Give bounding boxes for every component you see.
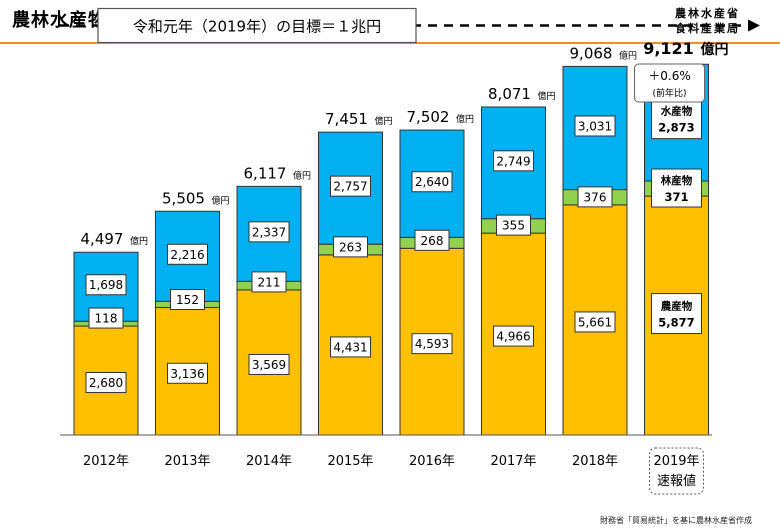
total-unit-5: 億円	[538, 90, 556, 102]
label-agri-4-box	[411, 333, 453, 355]
label-forest-2-box	[251, 271, 287, 293]
label-forest-6: 376	[584, 190, 607, 204]
total-label-2: 6,117	[244, 164, 287, 182]
label-agri-4: 4,593	[415, 337, 449, 351]
label-fish-2019-box	[651, 98, 702, 140]
label-agri-6-box	[574, 311, 616, 333]
target-label: 令和元年（2019年）の目標＝１兆円	[133, 18, 381, 36]
label-agri-0-box	[85, 372, 127, 394]
label-agri-3-box	[330, 336, 371, 358]
label-forest-6-box	[577, 186, 613, 208]
total-unit-4: 億円	[456, 113, 474, 125]
label-fish-0-box	[85, 274, 127, 296]
label-forest-2: 211	[258, 275, 281, 289]
x-tick-label-1: 2013年	[164, 454, 210, 469]
x-tick-label-4: 2016年	[409, 454, 455, 469]
ministry-line-1: 農林水産省	[675, 7, 740, 20]
label-agri-6: 5,661	[578, 315, 612, 329]
x-tick-label-2: 2014年	[246, 454, 292, 469]
target-arrowhead	[748, 19, 760, 32]
series-name-forest: 林産物	[661, 174, 693, 187]
total-unit-0: 億円	[130, 235, 148, 247]
x-tick-label-5: 2017年	[490, 454, 536, 469]
label-forest-7: 371	[664, 190, 688, 204]
x-tick-label-0: 2012年	[83, 454, 129, 469]
label-forest-5-box	[496, 214, 531, 236]
series-name-fish: 水産物	[660, 105, 693, 118]
x-tick-sublabel: 速報値	[657, 473, 696, 489]
label-agri-7: 5,877	[658, 316, 694, 330]
label-forest-5: 355	[502, 219, 525, 233]
label-agri-3: 4,431	[333, 340, 367, 354]
label-fish-3: 2,757	[333, 180, 367, 194]
label-forest-0-box	[88, 307, 124, 329]
target-label-box	[97, 7, 417, 44]
label-agri-2019-box	[651, 293, 702, 335]
label-forest-1: 152	[176, 293, 199, 307]
total-label-1: 5,505	[162, 189, 205, 207]
label-fish-5-box	[493, 150, 534, 172]
label-forest-3-box	[333, 236, 368, 258]
label-fish-4: 2,640	[415, 175, 449, 189]
label-fish-2: 2,337	[252, 225, 286, 239]
series-name-agri: 農産物	[661, 300, 693, 313]
total-unit-1: 億円	[212, 194, 230, 206]
label-fish-1: 2,216	[170, 248, 204, 262]
growth-annotation-box	[634, 63, 705, 103]
x-tick-label-7: 2019年	[653, 454, 699, 469]
label-fish-3-box	[330, 175, 371, 197]
label-fish-6: 3,031	[578, 119, 612, 133]
total-unit-6: 億円	[619, 49, 637, 61]
label-forest-4: 268	[421, 234, 444, 248]
total-unit-2: 億円	[293, 169, 311, 181]
total-unit-3: 億円	[375, 115, 393, 127]
label-agri-5-box	[493, 325, 534, 347]
label-fish-0: 1,698	[89, 278, 123, 292]
label-agri-0: 2,680	[89, 376, 123, 390]
label-forest-0: 118	[95, 312, 118, 326]
label-forest-1-box	[170, 289, 205, 311]
total-unit-7: 億円	[701, 41, 729, 58]
label-fish-2-box	[248, 221, 290, 243]
x-tick-label-3: 2015年	[327, 454, 373, 469]
label-agri-1: 3,136	[170, 367, 204, 381]
label-agri-2: 3,569	[252, 358, 286, 372]
label-forest-2019-box	[651, 168, 702, 208]
label-forest-3: 263	[339, 240, 362, 254]
total-label-5: 8,071	[488, 85, 531, 103]
x-tick-2019-box	[649, 447, 704, 495]
total-label-6: 9,068	[570, 44, 613, 62]
total-label-0: 4,497	[81, 230, 124, 248]
total-label-3: 7,451	[325, 110, 368, 128]
label-agri-5: 4,966	[496, 330, 530, 344]
growth-annotation-note: (前年比)	[652, 87, 686, 99]
label-agri-1-box	[167, 362, 208, 384]
growth-annotation-value: ＋0.6%	[648, 69, 691, 83]
total-label-7: 9,121	[643, 39, 694, 58]
label-agri-2-box	[248, 353, 290, 375]
label-fish-5: 2,749	[496, 154, 530, 168]
label-forest-4-box	[414, 229, 450, 251]
x-tick-label-6: 2018年	[572, 454, 618, 469]
total-label-4: 7,502	[407, 108, 450, 126]
label-fish-6-box	[574, 115, 616, 137]
source-note: 財務省「貿易統計」を基に農林水産省作成	[600, 516, 752, 525]
label-fish-7: 2,873	[658, 121, 694, 135]
label-fish-4-box	[411, 171, 453, 193]
label-fish-1-box	[167, 243, 208, 265]
